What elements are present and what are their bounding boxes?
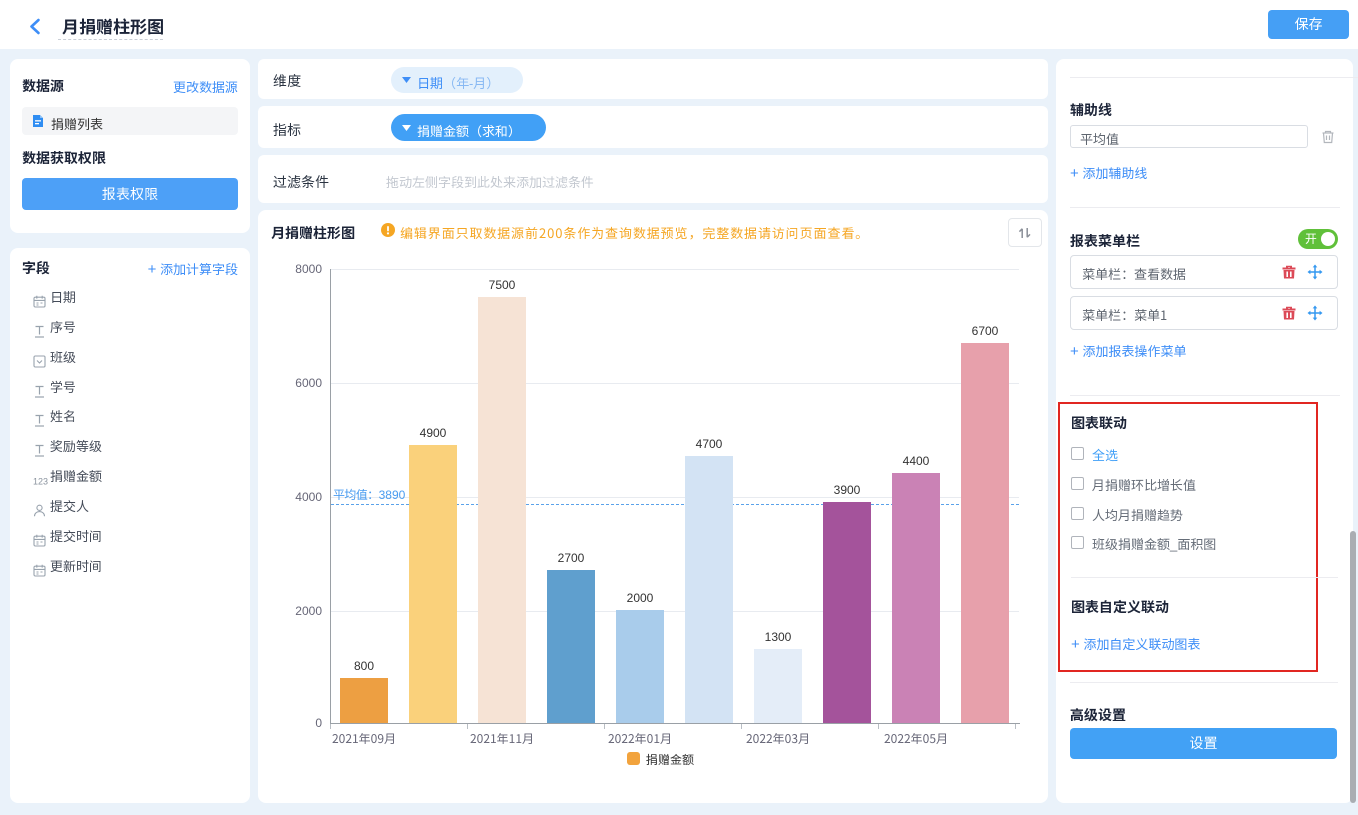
svg-text:123: 123 [33, 477, 48, 487]
